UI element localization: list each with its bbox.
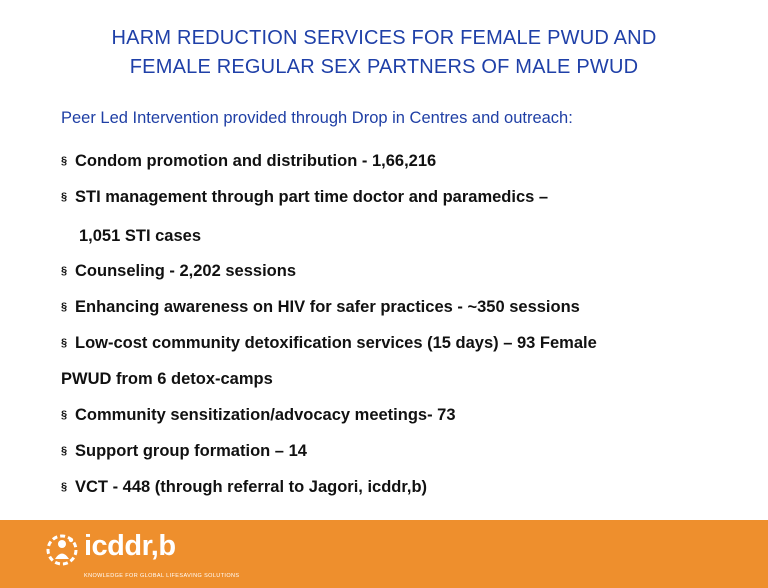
section-subtitle: Peer Led Intervention provided through D… [61,109,573,127]
bullet-marker: § [61,265,68,277]
list-item-text: Community sensitization/advocacy meeting… [75,406,456,424]
logo-wordmark: icddr,b [84,530,176,562]
bullet-list: § Condom promotion and distribution - 1,6… [61,152,597,497]
bullet-marker: § [61,191,68,203]
title-line-1: HARM REDUCTION SERVICES FOR FEMALE PWUD … [111,27,657,49]
list-item-text: Counseling - 2,202 sessions [75,262,296,280]
list-item-sti-continued: 1,051 STI cases [79,227,202,245]
list-item-text: VCT - 448 (through referral to Jagori, i… [75,478,428,496]
footer-bar: icddr,b KNOWLEDGE FOR GLOBAL LIFESAVING … [0,520,768,588]
bullet-marker: § [61,445,68,457]
bullet-marker: § [61,481,68,493]
list-item-sti: § STI management through part time doctor… [61,188,548,207]
icddrb-logo-icon [46,534,78,566]
list-item-detox: § Low-cost community detoxification servi… [61,334,597,353]
list-item-text: Low-cost community detoxification servic… [75,334,597,352]
list-item-counseling: § Counseling - 2,202 sessions [61,262,296,281]
list-item-support: § Support group formation – 14 [61,442,307,461]
list-item-text: Support group formation – 14 [75,442,307,460]
footer-logo: icddr,b KNOWLEDGE FOR GLOBAL LIFESAVING … [44,528,244,584]
bullet-marker: § [61,301,68,313]
bullet-marker: § [61,155,68,167]
title-line-2: FEMALE REGULAR SEX PARTNERS OF MALE PWUD [129,56,639,78]
logo-tagline: KNOWLEDGE FOR GLOBAL LIFESAVING SOLUTION… [84,573,240,579]
list-item-condom: § Condom promotion and distribution - 1,6… [61,152,436,171]
bullet-marker: § [61,409,68,421]
page-title: HARM REDUCTION SERVICES FOR FEMALE PWUD … [0,24,768,82]
list-item-detox-continued: PWUD from 6 detox-camps [61,370,273,388]
list-item-vct: § VCT - 448 (through referral to Jagori, … [61,478,427,497]
list-item-text: Condom promotion and distribution - 1,66… [75,152,437,170]
list-item-text: STI management through part time doctor … [75,188,549,206]
list-item-sensitization: § Community sensitization/advocacy meetin… [61,406,456,425]
list-item-text: Enhancing awareness on HIV for safer pra… [75,298,580,316]
bullet-marker: § [61,337,68,349]
list-item-awareness: § Enhancing awareness on HIV for safer pr… [61,298,580,317]
